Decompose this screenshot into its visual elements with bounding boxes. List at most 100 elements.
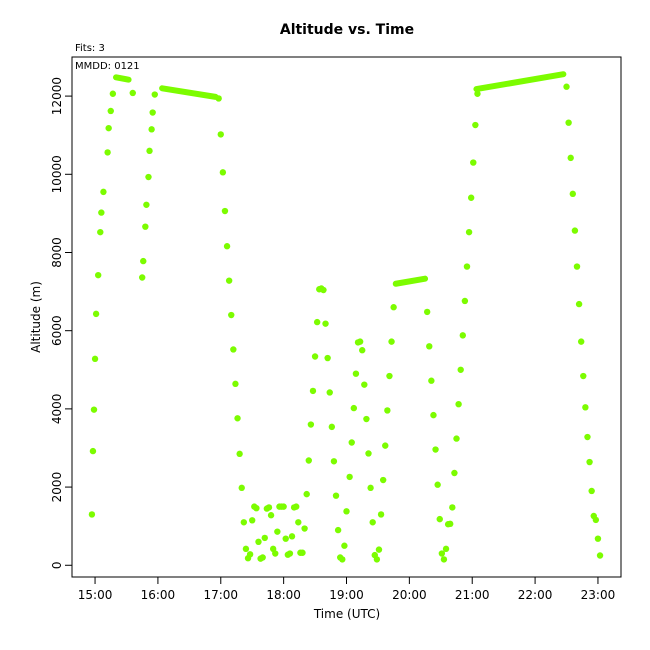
altitude-point [363,415,370,423]
altitude-point [430,411,437,419]
x-axis: 15:00 16:00 17:00 18:00 19:00 20:00 21:00 22:00… [78,576,615,602]
y-tick-label: 4000 [50,394,64,425]
altitude-point [461,297,469,305]
altitude-point [459,332,466,339]
altitude-point [569,190,577,198]
altitude-point [145,173,152,181]
altitude-point [255,538,262,546]
flight-segment [473,71,567,93]
altitude-point [230,346,237,353]
altitude-point [107,107,114,115]
altitude-point [299,549,306,556]
altitude-point [442,545,450,553]
altitude-point [313,318,321,326]
fits-note: Fits: 3 [75,43,105,54]
altitude-point [339,556,346,563]
altitude-point [219,169,227,176]
altitude-point [238,484,245,492]
altitude-point [91,355,99,363]
altitude-point [223,243,231,250]
altitude-point [390,304,397,311]
x-tick-label: 15:00 [78,588,113,602]
altitude-point [457,366,464,373]
altitude-point [261,534,268,542]
altitude-point [236,450,243,458]
altitude-point [97,228,104,236]
flight-segment [159,85,219,100]
altitude-point [343,508,350,515]
altitude-point [149,109,156,116]
altitude-point [580,372,587,380]
altitude-point [567,154,574,162]
altitude-point [301,525,308,532]
altitude-points [88,83,604,563]
altitude-point [334,526,342,534]
altitude-point [88,511,96,518]
altitude-point [305,457,312,464]
altitude-point [140,257,147,265]
x-tick-label: 17:00 [203,588,238,602]
y-axis: 0 2000 4000 6000 8000 10000 12000 [50,77,73,569]
altitude-point [565,119,572,126]
altitude-point [563,83,570,90]
altitude-point [386,372,393,380]
altitude-point [438,550,446,557]
y-tick-label: 10000 [50,155,64,193]
y-tick-label: 6000 [50,315,64,346]
altitude-point [596,552,604,559]
y-tick-label: 8000 [50,237,64,268]
altitude-point [326,389,333,396]
altitude-point [455,400,462,408]
altitude-point [215,95,222,102]
altitude-point [428,377,435,384]
altitude-point [142,223,149,230]
altitude-point [307,421,315,428]
altitude-point [303,490,310,498]
altitude-point [246,551,254,558]
altitude-point [295,519,302,526]
altitude-point [377,511,385,518]
altitude-point [365,450,372,457]
altitude-point [474,90,481,97]
x-axis-label: Time (UTC) [313,607,380,621]
altitude-point [367,484,374,492]
altitude-point [472,121,479,129]
altitude-point [434,481,441,488]
altitude-point [467,194,475,201]
altitude-point [274,528,281,535]
altitude-point [388,338,395,345]
altitude-point [348,439,355,446]
altitude-point [375,546,383,553]
altitude-point [594,535,602,542]
y-tick-label: 2000 [50,472,64,503]
altitude-point [109,90,117,97]
altitude-point [104,149,111,156]
altitude-point [234,415,241,422]
altitude-point [577,338,585,345]
x-tick-label: 18:00 [266,588,301,602]
altitude-point [447,520,454,528]
altitude-point [361,381,368,388]
y-tick-label: 12000 [50,77,64,115]
altitude-point [322,320,329,327]
altitude-point [575,300,583,308]
altitude-point [324,354,331,362]
altitude-point [332,492,340,499]
altitude-point [584,433,591,441]
altitude-point [151,91,158,98]
altitude-point [288,533,296,540]
flight-segment [392,275,429,287]
altitude-point [286,550,294,557]
altitude-point [373,556,381,563]
altitude-point [293,503,300,510]
altitude-point [92,310,100,318]
altitude-point [423,308,431,316]
altitude-point [384,407,391,414]
date-note: MMDD: 0121 [75,61,140,72]
altitude-point [253,504,260,512]
altitude-point [432,446,439,453]
altitude-point [146,147,153,155]
altitude-point [359,347,366,354]
x-tick-label: 22:00 [518,588,553,602]
